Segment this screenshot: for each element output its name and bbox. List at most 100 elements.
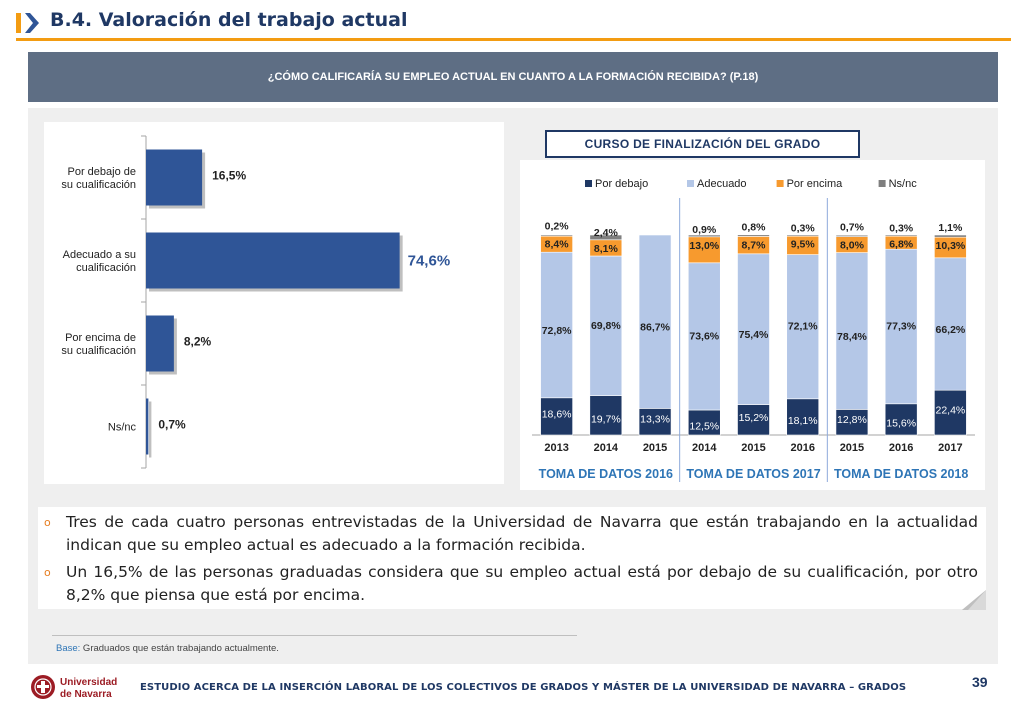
data-label: 16,5%: [212, 169, 246, 183]
bar: [146, 398, 149, 455]
data-label: 0,2%: [545, 220, 570, 232]
curso-label-box: CURSO DE FINALIZACIÓN DEL GRADO: [545, 130, 860, 158]
bullet-text: Un 16,5% de las personas graduadas consi…: [66, 563, 978, 604]
base-text: Graduados que están trabajando actualmen…: [80, 643, 279, 654]
bar-segment: [934, 234, 967, 238]
bar-segment: [540, 234, 573, 237]
university-logo: Universidad de Navarra: [30, 672, 130, 702]
data-label: 0,3%: [791, 223, 816, 235]
data-label: 78,4%: [837, 331, 867, 343]
x-tick-label: 2014: [594, 442, 619, 454]
data-label: 8,4%: [545, 238, 570, 250]
legend-swatch: [687, 180, 694, 187]
bar-segment: [737, 253, 770, 405]
category-label: Ns/nc: [108, 422, 137, 434]
bar-segment: [786, 254, 820, 400]
data-label: 19,7%: [591, 413, 621, 425]
data-label: 66,2%: [935, 324, 965, 336]
x-tick-label: 2016: [790, 442, 814, 454]
x-tick-label: 2014: [692, 442, 717, 454]
bar-segment: [687, 234, 721, 238]
category-label: su cualificación: [61, 345, 136, 357]
data-label: 8,0%: [840, 240, 865, 252]
bar-segment: [786, 234, 820, 237]
bar: [146, 149, 203, 206]
by-year-chart-panel: Por debajo Adecuado Por encima Ns/nc 18,6% 72…: [520, 160, 985, 490]
bar-segment: [737, 234, 770, 237]
data-label: 15,6%: [886, 417, 916, 429]
data-label: 73,6%: [689, 330, 719, 342]
bar-segment: [884, 403, 918, 436]
category-label: Por encima de: [65, 332, 136, 344]
data-label: 72,1%: [788, 321, 818, 333]
title-underline: [16, 38, 1011, 41]
bar-segment: [540, 251, 573, 399]
bar: [146, 315, 174, 372]
data-label: 13,3%: [640, 414, 670, 426]
data-label: 0,8%: [742, 221, 767, 233]
category-label: Adecuado a su: [63, 249, 136, 261]
study-title: ESTUDIO ACERCA DE LA INSERCIÓN LABORAL D…: [140, 682, 907, 693]
data-label: 86,7%: [640, 322, 670, 334]
data-label: 74,6%: [408, 253, 451, 270]
base-note: Base: Graduados que están trabajando act…: [56, 643, 279, 654]
bar-segment: [884, 234, 918, 237]
page-number: 39: [972, 674, 988, 690]
data-label: 8,1%: [594, 243, 619, 255]
bar-segment: [687, 262, 721, 411]
data-label: 69,8%: [591, 320, 621, 332]
data-label: 72,8%: [542, 325, 572, 337]
data-label: 12,5%: [689, 421, 719, 433]
data-label: 77,3%: [886, 321, 916, 333]
bar-segment: [687, 236, 721, 264]
x-tick-label: 2015: [643, 442, 667, 454]
bar-segment: [835, 234, 869, 237]
section-title: B.4. Valoración del trabajo actual: [50, 9, 408, 31]
base-divider: [52, 635, 577, 636]
bar: [146, 232, 400, 289]
data-label: 12,8%: [837, 414, 867, 426]
bar-segment: [934, 257, 967, 391]
question-banner: ¿CÓMO CALIFICARÍA SU EMPLEO ACTUAL EN CU…: [28, 52, 998, 102]
stacked-bar-chart: Por debajo Adecuado Por encima Ns/nc 18,6% 72…: [532, 178, 975, 482]
data-label: 10,3%: [935, 240, 965, 252]
data-label: 22,4%: [935, 405, 965, 417]
data-label: 0,3%: [889, 223, 914, 235]
data-label: 6,8%: [889, 239, 914, 251]
data-label: 9,5%: [791, 239, 816, 251]
logo-text-line: de Navarra: [60, 689, 112, 700]
legend-swatch: [585, 180, 592, 187]
bar-segment: [934, 389, 967, 436]
data-label: 0,7%: [158, 418, 186, 432]
x-tick-label: 2013: [544, 442, 568, 454]
bar-segment: [638, 234, 672, 409]
bar-shadow: [149, 401, 152, 458]
bullet-item: o Un 16,5% de las personas graduadas con…: [44, 561, 978, 607]
bar-segment: [884, 248, 918, 405]
data-label: 8,7%: [742, 239, 767, 251]
x-tick-label: 2017: [938, 442, 962, 454]
legend-label: Por encima: [787, 178, 844, 190]
data-label: 0,9%: [692, 224, 717, 236]
category-label: su cualificación: [61, 179, 136, 191]
data-label: 13,0%: [689, 240, 719, 252]
group-label: TOMA DE DATOS 2018: [834, 467, 968, 481]
data-label: 75,4%: [739, 329, 769, 341]
bar-segment: [638, 408, 672, 436]
data-label: 8,2%: [184, 335, 212, 349]
logo-text-line: Universidad: [60, 677, 117, 688]
bar-segment: [687, 409, 721, 436]
x-tick-label: 2016: [889, 442, 913, 454]
x-tick-label: 2015: [741, 442, 765, 454]
bullet-item: o Tres de cada cuatro personas entrevist…: [44, 511, 978, 557]
bullet-circle-icon: o: [44, 566, 51, 579]
summary-text-box: o Tres de cada cuatro personas entrevist…: [38, 507, 986, 609]
brand-arrow-icon: [16, 13, 39, 33]
data-label: 1,1%: [938, 222, 963, 234]
data-label: 0,7%: [840, 222, 865, 234]
bar-segment: [786, 398, 820, 436]
data-label: 18,1%: [788, 415, 818, 427]
data-label: 15,2%: [739, 412, 769, 424]
category-label: cualificación: [76, 262, 136, 274]
